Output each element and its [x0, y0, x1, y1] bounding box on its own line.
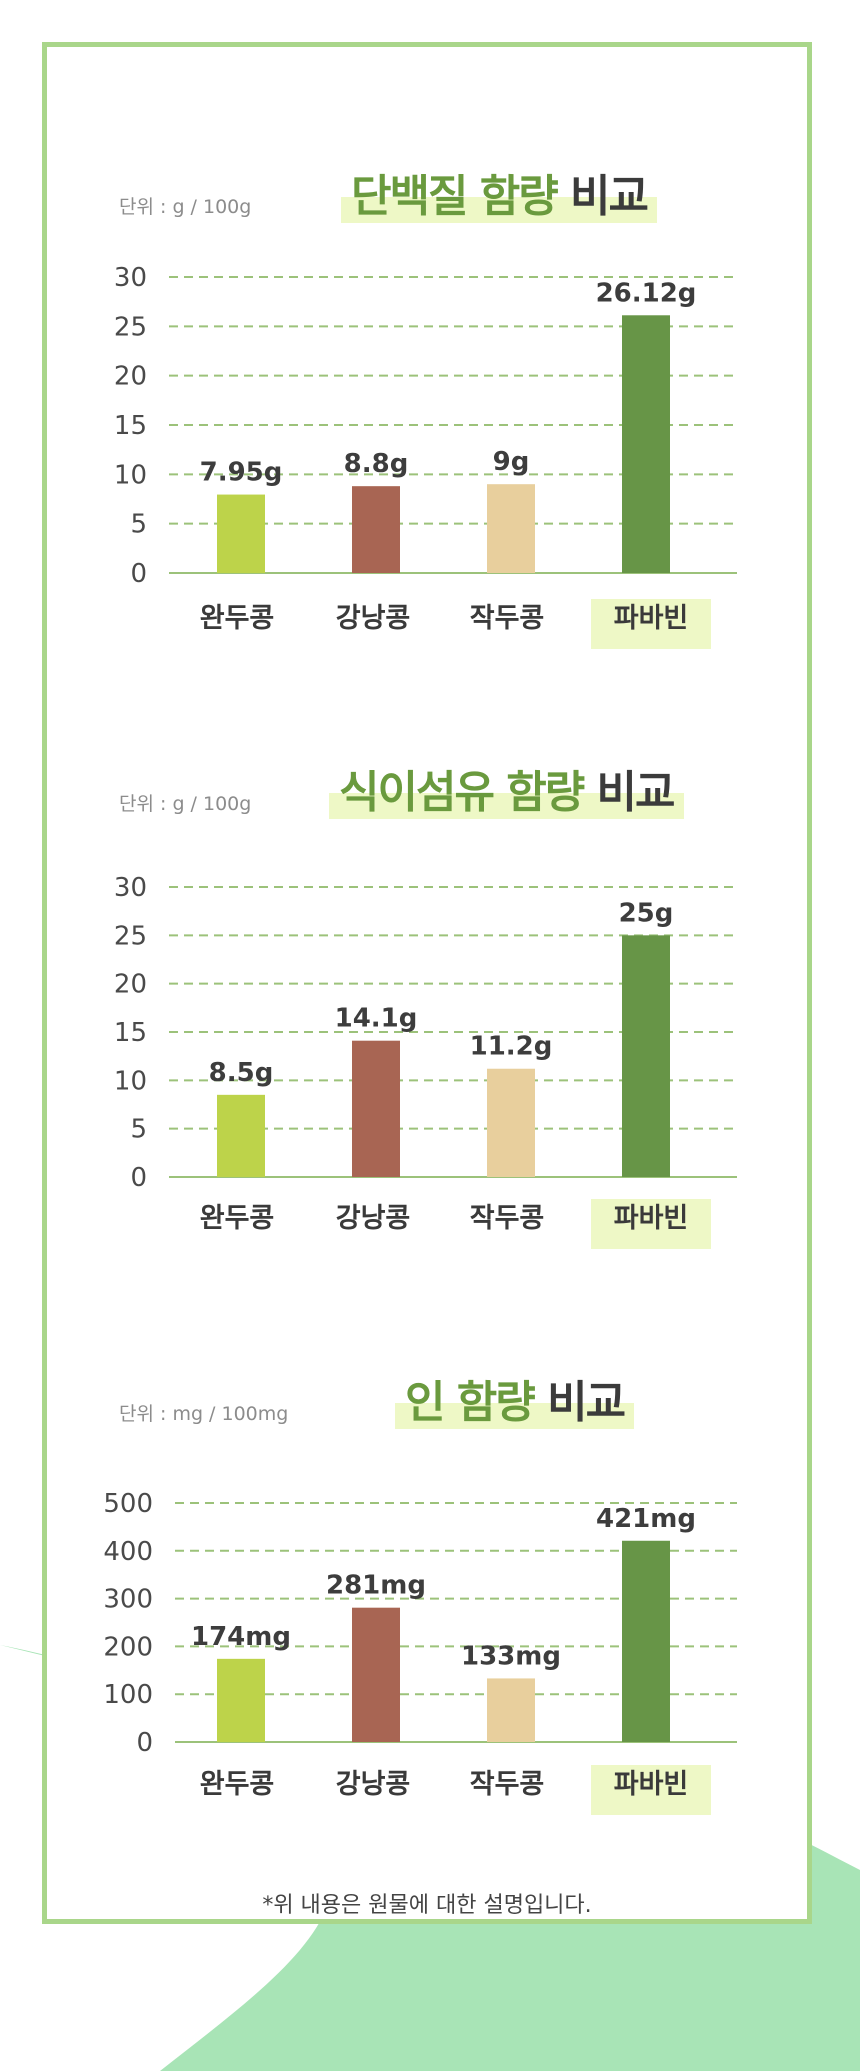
- bar: [622, 315, 670, 573]
- y-tick-label: 5: [130, 1115, 147, 1145]
- category-highlight: [591, 1765, 711, 1815]
- bar-value-label: 174mg: [191, 1622, 291, 1652]
- bar-value-label: 11.2g: [470, 1032, 553, 1062]
- title-dark-text: 비교: [570, 171, 649, 222]
- bar-value-label: 281mg: [326, 1571, 426, 1601]
- bar: [217, 1658, 265, 1742]
- bar: [487, 484, 535, 573]
- bar: [352, 1607, 400, 1742]
- y-tick-label: 100: [103, 1680, 153, 1710]
- category-highlight: [591, 1199, 711, 1249]
- bar-value-label: 14.1g: [335, 1004, 418, 1034]
- title-green-text: 식이섬유 함량: [339, 767, 585, 818]
- y-tick-label: 15: [114, 411, 147, 441]
- category-label: 작두콩: [470, 1203, 545, 1234]
- y-tick-label: 30: [114, 873, 147, 903]
- bar-value-label: 8.5g: [209, 1058, 274, 1088]
- y-tick-label: 25: [114, 921, 147, 951]
- bar-value-label: 7.95g: [200, 458, 283, 488]
- unit-label: 단위 : g / 100g: [119, 196, 252, 218]
- category-label: 파바빈: [614, 1769, 689, 1800]
- category-label: 작두콩: [470, 603, 545, 634]
- bar: [487, 1068, 535, 1177]
- y-tick-label: 400: [103, 1537, 153, 1567]
- category-label: 파바빈: [614, 603, 689, 634]
- title-highlight: [341, 197, 658, 223]
- y-tick-label: 10: [114, 1066, 147, 1096]
- bar-value-label: 9g: [493, 447, 530, 477]
- unit-label: 단위 : mg / 100mg: [119, 1403, 289, 1425]
- y-tick-label: 0: [130, 559, 147, 589]
- footnote: *위 내용은 원물에 대한 설명입니다.: [262, 1893, 592, 1918]
- y-tick-label: 0: [130, 1163, 147, 1193]
- unit-label: 단위 : g / 100g: [119, 793, 252, 815]
- content-frame: 단위 : g / 100g 단백질 함량 비교 0 5 10 15 20 25 30 7.95…: [42, 42, 812, 1924]
- y-tick-label: 30: [114, 263, 147, 293]
- bar: [622, 935, 670, 1177]
- title-highlight: [395, 1403, 635, 1429]
- category-label: 작두콩: [470, 1769, 545, 1800]
- title-highlight: [329, 793, 684, 819]
- category-label: 완두콩: [200, 603, 275, 634]
- bar-value-label: 26.12g: [596, 278, 697, 308]
- y-tick-label: 300: [103, 1585, 153, 1615]
- bar: [217, 1094, 265, 1177]
- bar-value-label: 8.8g: [344, 449, 409, 479]
- title-green-text: 단백질 함량: [351, 171, 559, 222]
- protein-chart: 0 5 10 15 20 25 30 7.95g 완두콩 8.8g 강낭콩 9g 작두콩 26.12g 파바…: [114, 263, 737, 649]
- bar: [217, 494, 265, 573]
- category-label: 강낭콩: [336, 1203, 411, 1234]
- y-tick-label: 10: [114, 460, 147, 490]
- y-tick-label: 20: [114, 362, 147, 392]
- y-tick-label: 25: [114, 312, 147, 342]
- category-label: 완두콩: [200, 1203, 275, 1234]
- y-tick-label: 20: [114, 970, 147, 1000]
- category-highlight: [591, 599, 711, 649]
- section-title: 단백질 함량 비교: [341, 167, 658, 227]
- category-label: 완두콩: [200, 1769, 275, 1800]
- y-tick-label: 15: [114, 1018, 147, 1048]
- fiber-chart: 0 5 10 15 20 25 30 8.5g 완두콩 14.1g 강낭콩 11.2g 작두콩 25g 파바…: [114, 873, 737, 1249]
- y-tick-label: 500: [103, 1489, 153, 1519]
- title-dark-text: 비교: [547, 1377, 626, 1428]
- y-tick-label: 5: [130, 510, 147, 540]
- title-dark-text: 비교: [596, 767, 676, 818]
- bar-value-label: 421mg: [596, 1504, 696, 1534]
- title-green-text: 인 함량: [405, 1377, 536, 1428]
- category-label: 강낭콩: [336, 1769, 411, 1800]
- bar: [487, 1678, 535, 1742]
- section-title: 인 함량 비교: [395, 1373, 635, 1433]
- bar: [622, 1540, 670, 1742]
- section-title: 식이섬유 함량 비교: [329, 763, 684, 823]
- phosphorus-chart: 0 100 200 300 400 500 174mg 완두콩 281mg 강낭콩 133mg 작두콩…: [103, 1489, 737, 1815]
- bar-value-label: 25g: [619, 898, 674, 928]
- bar: [352, 486, 400, 573]
- bar-value-label: 133mg: [461, 1641, 561, 1671]
- category-label: 파바빈: [614, 1203, 689, 1234]
- category-label: 강낭콩: [336, 603, 411, 634]
- y-tick-label: 0: [136, 1728, 153, 1758]
- bar: [352, 1040, 400, 1177]
- y-tick-label: 200: [103, 1632, 153, 1662]
